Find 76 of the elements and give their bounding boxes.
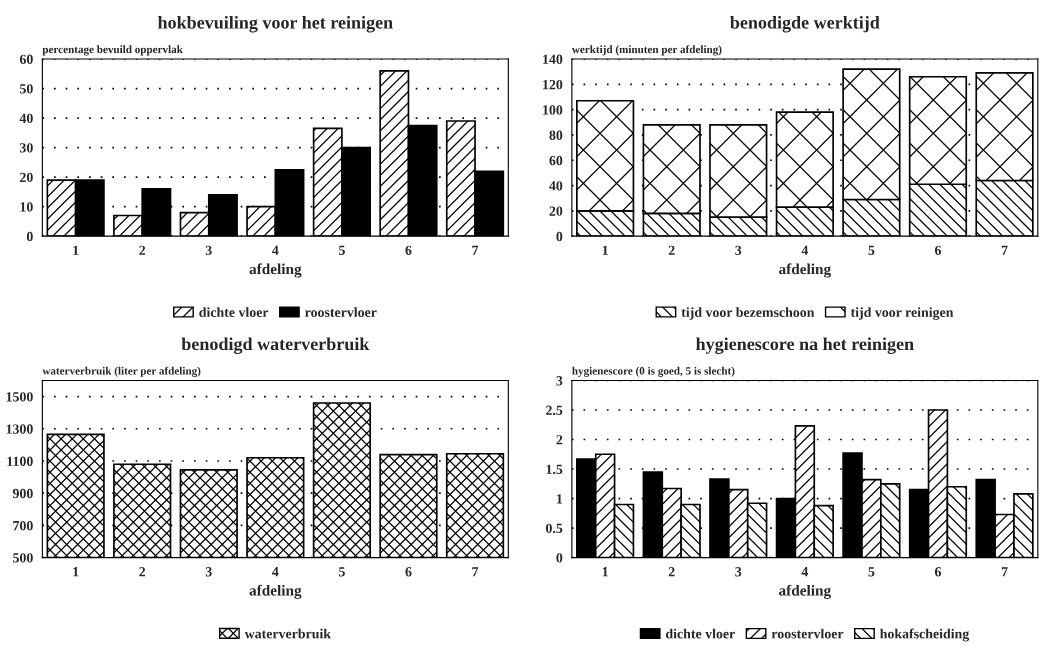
x-tick-label: 5 — [338, 567, 345, 577]
x-tick-label: 5 — [868, 245, 875, 255]
y-tick-label: 60 — [19, 54, 33, 64]
x-tick-label: 3 — [735, 245, 742, 255]
x-tick-label: 6 — [405, 567, 412, 577]
y-tick-label: 0 — [556, 553, 563, 563]
x-tick-label: 5 — [338, 245, 345, 255]
x-tick-label: 1 — [602, 245, 608, 255]
y-axis-title: hygienescore (0 is goed, 5 is slecht) — [572, 366, 735, 377]
y-tick-label: 20 — [549, 206, 563, 216]
x-axis-title: afdeling — [779, 263, 832, 278]
y-tick-label: 20 — [20, 172, 33, 183]
x-tick-label: 1 — [602, 567, 608, 577]
y-tick-label: 50 — [20, 84, 33, 94]
y-tick-label: 140 — [543, 54, 563, 64]
x-tick-label: 7 — [472, 567, 479, 577]
y-tick-label: 100 — [543, 105, 563, 115]
x-tick-label: 6 — [934, 567, 942, 577]
y-tick-label: 1 — [557, 494, 563, 504]
x-tick-label: 4 — [272, 245, 279, 255]
y-tick-label: 0.5 — [546, 523, 563, 534]
y-tick-label: 0 — [556, 231, 563, 242]
legend-label: dichte vloer — [199, 307, 269, 317]
x-tick-label: 6 — [934, 245, 942, 255]
y-tick-label: 900 — [12, 488, 33, 499]
x-tick-label: 3 — [205, 567, 212, 577]
x-tick-label: 4 — [272, 567, 279, 577]
legend-label: roostervloer — [305, 307, 377, 317]
y-tick-label: 2.5 — [546, 405, 563, 416]
x-tick-label: 2 — [139, 245, 146, 255]
x-tick-label: 7 — [472, 245, 479, 255]
y-tick-label: 30 — [19, 143, 33, 153]
x-tick-label: 6 — [405, 245, 412, 255]
chart-title: hokbevuiling voor het reinigen — [157, 15, 393, 33]
y-tick-label: 80 — [549, 130, 563, 140]
chart-title: hygienescore na het reinigen — [696, 337, 914, 354]
y-tick-label: 1100 — [7, 456, 33, 466]
chart-title: benodigd waterverbruik — [181, 337, 370, 354]
x-tick-label: 1 — [73, 245, 79, 255]
y-tick-label: 0 — [26, 231, 33, 242]
y-tick-label: 40 — [549, 181, 563, 191]
x-tick-label: 2 — [139, 567, 146, 577]
x-tick-label: 4 — [801, 567, 809, 577]
x-tick-label: 7 — [1001, 567, 1008, 577]
legend-label: dichte vloer — [666, 628, 735, 639]
x-tick-label: 2 — [668, 245, 675, 255]
y-tick-label: 1300 — [6, 424, 33, 434]
x-tick-label: 3 — [205, 245, 212, 255]
x-axis-title: afdeling — [779, 584, 832, 599]
legend-label: hokafscheiding — [880, 628, 970, 642]
legend-label: roostervloer — [771, 628, 844, 639]
x-tick-label: 5 — [868, 567, 875, 577]
y-tick-label: 10 — [20, 202, 33, 212]
y-tick-label: 3 — [556, 376, 563, 386]
x-axis-title: afdeling — [249, 584, 302, 599]
y-tick-label: 40 — [19, 113, 33, 124]
x-tick-label: 7 — [1001, 245, 1008, 255]
legend-label: waterverbruik — [244, 628, 332, 639]
y-tick-label: 2 — [556, 435, 563, 445]
y-axis-title: waterverbruik (liter per afdeling) — [42, 366, 201, 377]
y-tick-label: 60 — [549, 155, 563, 166]
x-tick-label: 4 — [801, 245, 809, 255]
x-tick-label: 1 — [73, 567, 79, 577]
legend-label: tijd voor reinigen — [850, 307, 954, 320]
x-tick-label: 2 — [668, 567, 675, 577]
y-tick-label: 1.5 — [546, 464, 563, 475]
legend-label: tijd voor bezemschoon — [681, 307, 815, 320]
y-tick-label: 500 — [13, 553, 33, 563]
y-tick-label: 120 — [543, 79, 563, 90]
chart-title: benodigde werktijd — [730, 15, 880, 33]
x-tick-label: 3 — [735, 567, 742, 577]
y-axis-title: percentage bevuild oppervlak — [42, 45, 183, 56]
x-axis-title: afdeling — [249, 263, 302, 278]
y-tick-label: 1500 — [6, 392, 33, 402]
y-tick-label: 700 — [13, 520, 33, 531]
y-axis-title: werktijd (minuten per afdeling) — [571, 45, 722, 56]
